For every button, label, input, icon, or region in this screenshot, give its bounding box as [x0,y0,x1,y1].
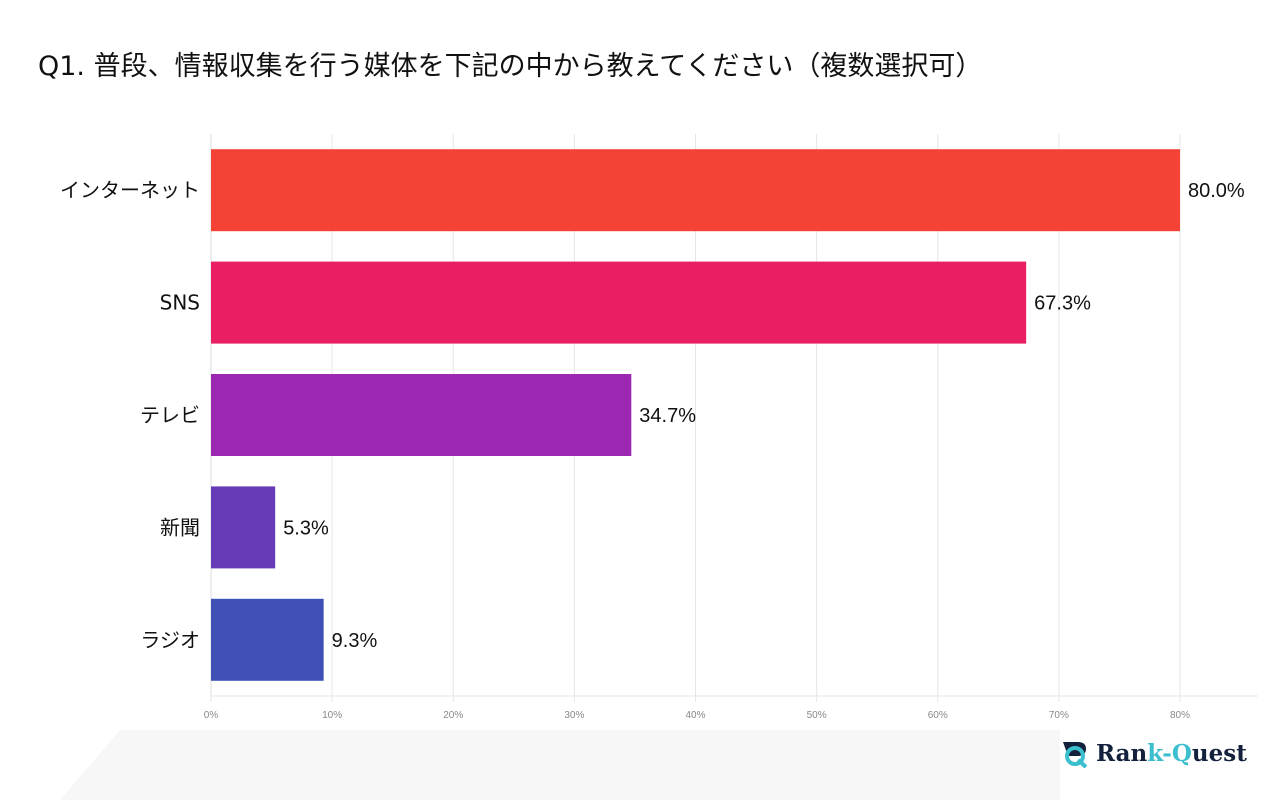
rank-quest-logo: Rank-Quest [1060,738,1247,768]
bar [211,598,324,681]
data-label: 9.3% [332,630,378,652]
category-label: ラジオ [140,628,200,652]
x-tick-label: 0% [204,710,219,721]
background-shape [60,730,1060,800]
bar [211,486,276,569]
category-label: テレビ [140,403,200,427]
x-tick-label: 50% [807,710,827,721]
data-label: 5.3% [283,517,329,539]
data-label: 80.0% [1188,180,1245,202]
bar [211,374,632,456]
data-label: 67.3% [1034,293,1091,315]
logo-icon [1063,742,1088,768]
x-tick-label: 20% [443,710,463,721]
x-tick-label: 40% [685,710,705,721]
bar [211,149,1180,232]
x-tick-label: 60% [928,710,948,721]
data-label: 34.7% [639,405,696,427]
x-tick-label: 80% [1170,710,1190,721]
x-tick-label: 30% [564,710,584,721]
category-label: SNS [160,291,200,315]
x-tick-label: 10% [322,710,342,721]
chart-title: Q1. 普段、情報収集を行う媒体を下記の中から教えてください（複数選択可） [38,51,983,82]
logo-text: Rank-Quest [1096,739,1247,767]
category-label: インターネット [60,178,200,202]
bar [211,261,1027,344]
category-label: 新聞 [160,515,200,539]
x-tick-label: 70% [1049,710,1069,721]
